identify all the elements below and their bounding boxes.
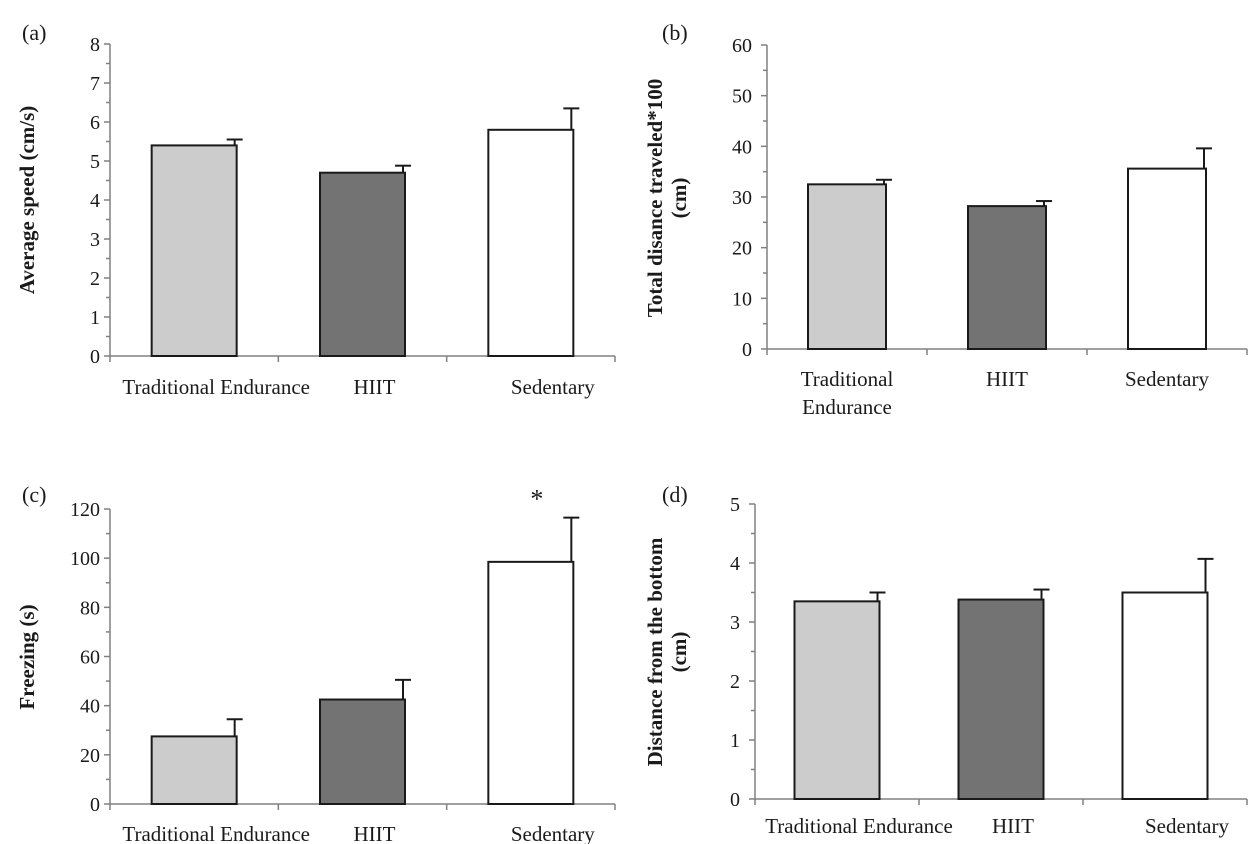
bar (1123, 593, 1208, 800)
bar (808, 184, 886, 349)
panel-label: (d) (662, 482, 688, 507)
y-tick-label: 4 (730, 553, 740, 575)
panel-a: (a) Average speed (cm/s) 0 1 2 3 4 5 6 7 8 Traditio… (15, 20, 615, 399)
category-label: Sedentary (511, 822, 595, 844)
panel-b: (b) Total disance traveled*100 (cm) 0 10 20 30… (643, 20, 1247, 419)
category-label: Traditional Endurance (122, 375, 310, 399)
significance-marker: * (530, 485, 543, 514)
y-axis-label-group: Distance from the bottom (cm) (643, 537, 691, 766)
bar (152, 736, 237, 804)
y-tick-label: 30 (732, 187, 752, 209)
y-axis-label: (cm) (667, 632, 691, 673)
y-tick-label: 5 (730, 494, 740, 516)
y-tick-label: 60 (80, 647, 100, 669)
y-tick-label: 0 (742, 339, 752, 361)
y-tick-label: 7 (90, 73, 100, 95)
y-tick-label: 0 (90, 794, 100, 816)
y-axis-label: Average speed (cm/s) (15, 106, 39, 295)
bar (488, 562, 573, 804)
y-axis-label-group: Total disance traveled*100 (cm) (643, 79, 691, 317)
y-axis-label: (cm) (667, 178, 691, 219)
category-label: HIIT (354, 375, 396, 399)
category-label: Endurance (802, 395, 892, 419)
category-label: Sedentary (1145, 814, 1229, 838)
category-label: HIIT (354, 822, 396, 844)
y-tick-label: 8 (90, 34, 100, 56)
y-tick-label: 80 (80, 597, 100, 619)
y-tick-label: 10 (732, 288, 752, 310)
panel-label: (a) (22, 20, 46, 45)
y-tick-label: 6 (90, 112, 100, 134)
y-tick-label: 2 (730, 671, 740, 693)
y-axis-label: Distance from the bottom (643, 537, 667, 766)
category-label: HIIT (986, 367, 1028, 391)
y-tick-label: 50 (732, 86, 752, 108)
y-tick-label: 100 (70, 548, 100, 570)
y-tick-label: 3 (90, 229, 100, 251)
y-tick-label: 40 (732, 136, 752, 158)
y-tick-label: 1 (730, 730, 740, 752)
bar (968, 206, 1046, 349)
y-tick-label: 0 (90, 346, 100, 368)
y-tick-label: 40 (80, 696, 100, 718)
category-label: HIIT (992, 814, 1034, 838)
y-tick-label: 20 (732, 238, 752, 260)
bar (320, 173, 405, 356)
y-tick-label: 1 (90, 307, 100, 329)
category-label: Traditional (801, 367, 894, 391)
category-label: Sedentary (1125, 367, 1209, 391)
y-tick-label: 2 (90, 268, 100, 290)
bar (152, 145, 237, 356)
bar (320, 700, 405, 804)
y-tick-label: 3 (730, 612, 740, 634)
bar (795, 601, 880, 799)
y-axis-label: Freezing (s) (15, 604, 39, 709)
category-label: Traditional Endurance (122, 822, 310, 844)
y-tick-label: 120 (70, 499, 100, 521)
y-tick-label: 4 (90, 190, 100, 212)
panel-label: (c) (22, 482, 46, 507)
y-axis-label-group: Freezing (s) (15, 604, 39, 709)
y-tick-label: 5 (90, 151, 100, 173)
y-tick-label: 20 (80, 745, 100, 767)
category-label: Traditional Endurance (765, 814, 953, 838)
y-axis-label: Total disance traveled*100 (643, 79, 667, 317)
panel-c: (c) Freezing (s) 0 20 40 60 80 100 120 Traditiona… (15, 482, 615, 844)
bar (1128, 169, 1206, 349)
y-axis-label-group: Average speed (cm/s) (15, 106, 39, 295)
bar (488, 130, 573, 356)
y-tick-label: 60 (732, 35, 752, 57)
panel-d: (d) Distance from the bottom (cm) 0 1 2 3 4 5 Tra… (643, 482, 1247, 838)
category-label: Sedentary (511, 375, 595, 399)
panel-label: (b) (662, 20, 688, 45)
y-tick-label: 0 (730, 789, 740, 811)
bar (959, 600, 1044, 799)
